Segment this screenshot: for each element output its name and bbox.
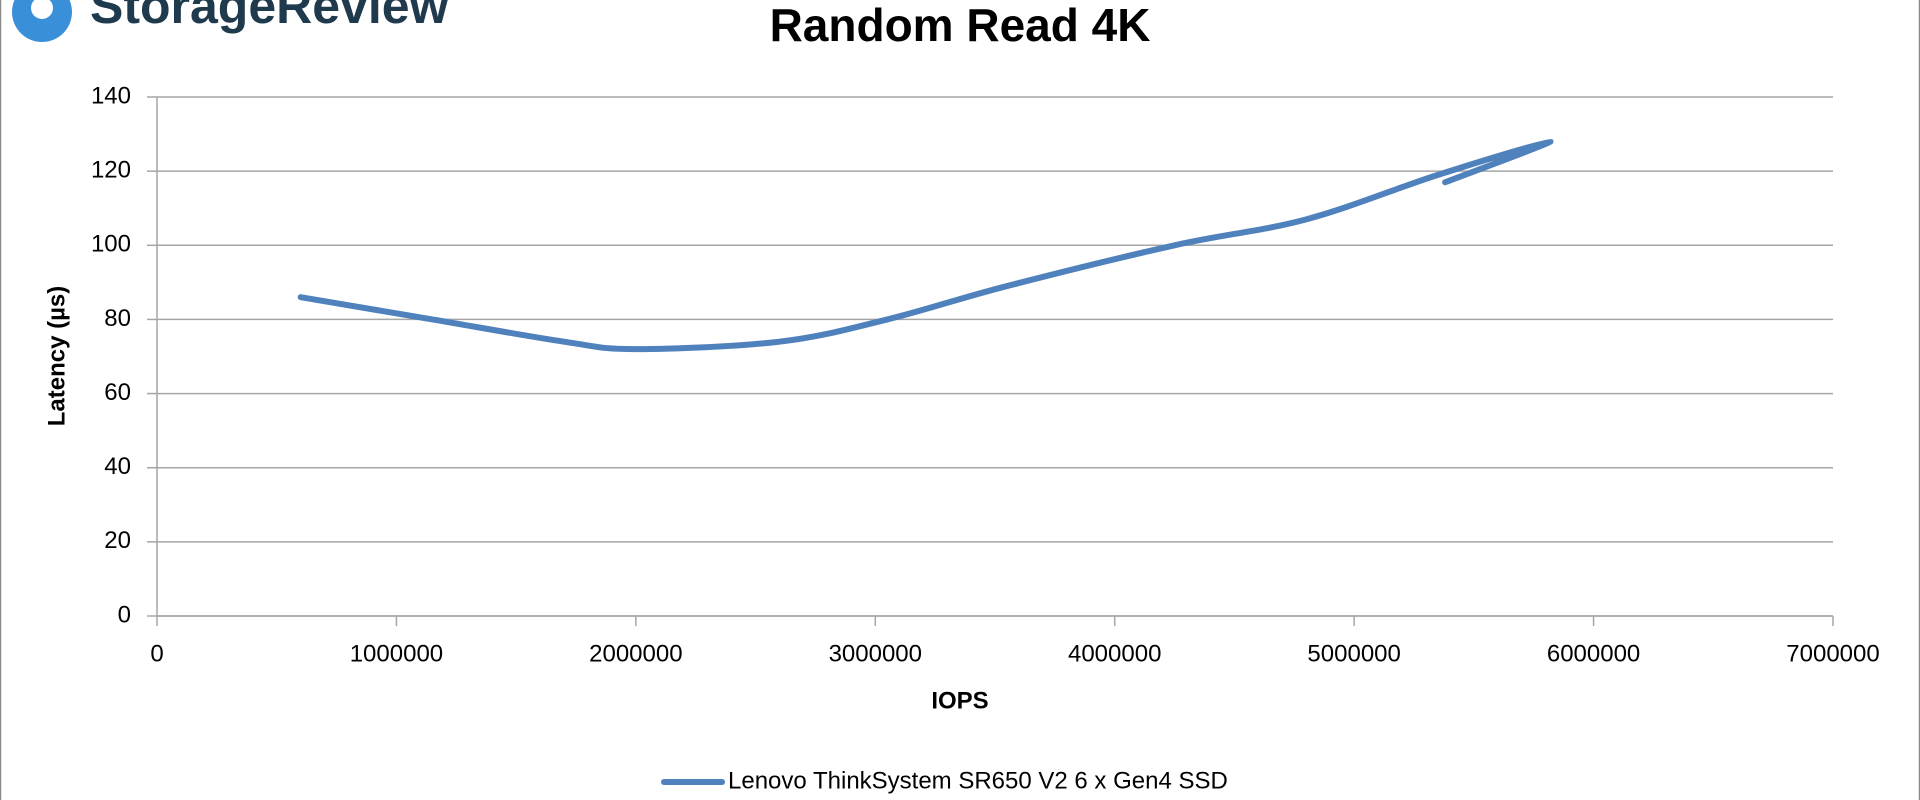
x-axis-label: IOPS — [931, 687, 988, 714]
y-tick-label: 80 — [104, 305, 131, 332]
logo-icon-hole — [31, 0, 53, 19]
chart-title: Random Read 4K — [770, 0, 1151, 51]
logo: StorageReview — [90, 0, 449, 34]
x-tick-label: 7000000 — [1786, 640, 1879, 667]
x-tick-label: 3000000 — [829, 640, 922, 667]
y-tick-label: 40 — [104, 453, 131, 480]
x-tick-label: 5000000 — [1307, 640, 1400, 667]
x-tick-label: 4000000 — [1068, 640, 1161, 667]
y-tick-label: 20 — [104, 527, 131, 554]
series-line — [297, 138, 1554, 353]
y-tick-label: 100 — [91, 231, 131, 258]
y-tick-label: 140 — [91, 82, 131, 109]
y-tick-label: 120 — [91, 156, 131, 183]
logo-icon — [12, 0, 72, 42]
x-tick-label: 6000000 — [1547, 640, 1640, 667]
legend-label: Lenovo ThinkSystem SR650 V2 6 x Gen4 SSD — [728, 767, 1228, 794]
y-tick-label: 0 — [118, 601, 131, 628]
x-tick-label: 2000000 — [589, 640, 682, 667]
y-axis-label: Latency (µs) — [43, 286, 70, 427]
x-tick-label: 0 — [150, 640, 163, 667]
y-tick-label: 60 — [104, 379, 131, 406]
x-tick-label: 1000000 — [350, 640, 443, 667]
